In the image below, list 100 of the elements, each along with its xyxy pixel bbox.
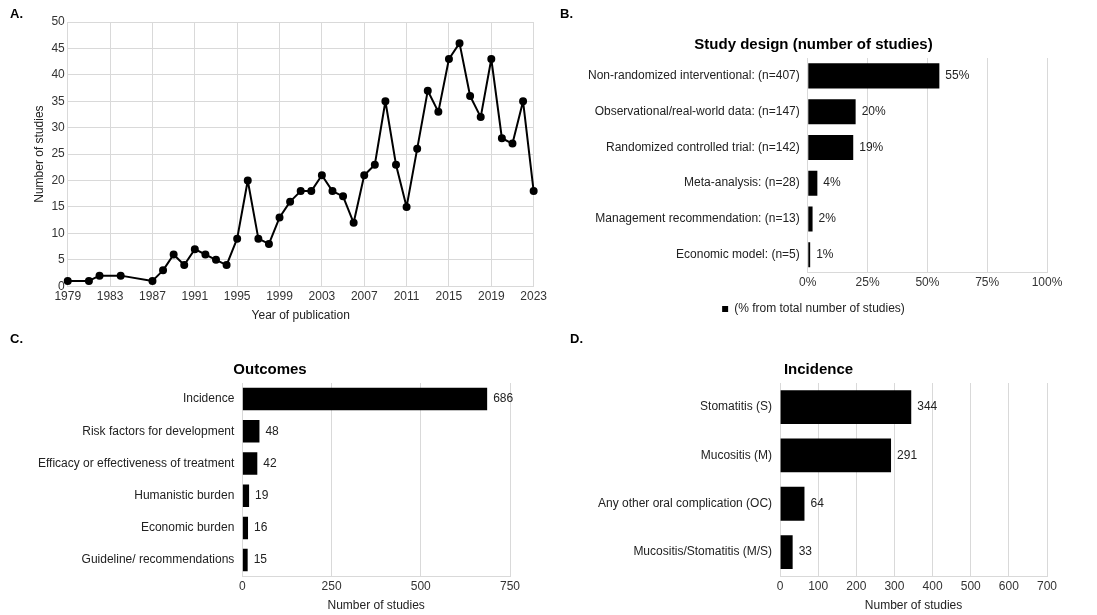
data-label: 344 bbox=[917, 399, 938, 414]
y-tick-label: Mucositis/Stomatitis (M/S) bbox=[633, 544, 773, 559]
x-tick-label: 75% bbox=[975, 275, 1000, 290]
point bbox=[381, 97, 390, 106]
y-tick-label: 45 bbox=[51, 40, 66, 55]
y-tick-label: 15 bbox=[51, 199, 66, 214]
x-tick-label: 600 bbox=[998, 578, 1020, 593]
point bbox=[84, 276, 93, 285]
y-tick-label: 40 bbox=[51, 67, 66, 82]
bar bbox=[780, 535, 793, 569]
y-tick-label: 25 bbox=[51, 146, 66, 161]
x-tick-label: 2011 bbox=[393, 288, 420, 303]
x-tick-label: 200 bbox=[846, 578, 867, 593]
point bbox=[264, 239, 273, 248]
bar bbox=[242, 516, 249, 540]
x-tick-label: 2023 bbox=[520, 288, 548, 303]
point bbox=[296, 187, 305, 196]
y-tick-label: 50 bbox=[51, 14, 66, 29]
x-tick-label: 25% bbox=[855, 275, 880, 290]
x-axis-title: Number of studies bbox=[864, 598, 963, 613]
data-label: 33 bbox=[798, 544, 813, 559]
point bbox=[254, 234, 263, 243]
data-label: 19% bbox=[859, 139, 884, 154]
y-tick-label: Economic burden bbox=[140, 520, 235, 535]
data-label: 1% bbox=[816, 247, 834, 262]
text: D. bbox=[570, 331, 583, 347]
point bbox=[508, 139, 517, 148]
point bbox=[180, 261, 189, 270]
y-tick-label: Economic model: (n=5) bbox=[676, 247, 800, 262]
point bbox=[392, 160, 400, 169]
point bbox=[317, 171, 326, 180]
y-axis-title: Number of studies bbox=[31, 105, 46, 203]
y-tick-label: Mucositis (M) bbox=[700, 447, 773, 462]
y-tick-label: Observational/real-world data: (n=147) bbox=[594, 103, 800, 118]
x-tick-label: 100 bbox=[808, 578, 829, 593]
legend-label: (% from total number of studies) bbox=[734, 301, 905, 316]
bar bbox=[808, 134, 854, 160]
y-tick-label: Randomized controlled trial: (n=142) bbox=[606, 139, 800, 154]
point bbox=[286, 197, 295, 206]
x-tick-label: 2015 bbox=[435, 288, 463, 303]
y-tick-label: 30 bbox=[51, 119, 66, 134]
point bbox=[455, 39, 464, 48]
x-tick-label: 1995 bbox=[223, 288, 251, 303]
text: B. bbox=[560, 6, 573, 22]
y-tick-label: Management recommendation: (n=13) bbox=[595, 211, 800, 226]
x-tick-label: 0% bbox=[799, 275, 817, 290]
point bbox=[201, 250, 210, 259]
x-tick-label: 2007 bbox=[350, 288, 378, 303]
bar bbox=[242, 548, 248, 572]
x-tick-label: 50% bbox=[915, 275, 940, 290]
data-label: 16 bbox=[254, 520, 268, 535]
point bbox=[243, 176, 252, 185]
x-tick-label: 2003 bbox=[308, 288, 336, 303]
bar bbox=[242, 420, 260, 443]
point bbox=[328, 187, 337, 196]
point bbox=[519, 97, 528, 106]
bar bbox=[242, 387, 488, 411]
data-label: 55% bbox=[945, 68, 970, 83]
text: C. bbox=[10, 331, 23, 347]
x-tick-label: 400 bbox=[922, 578, 943, 593]
x-tick-label: 0 bbox=[776, 578, 784, 593]
point bbox=[413, 144, 422, 153]
point bbox=[476, 113, 485, 122]
point bbox=[529, 187, 538, 196]
point bbox=[339, 192, 348, 201]
y-tick-label: Any other oral complication (OC) bbox=[597, 496, 773, 511]
bar bbox=[242, 452, 258, 475]
x-axis-title: Number of studies bbox=[327, 598, 425, 613]
bar bbox=[780, 390, 912, 425]
point bbox=[116, 271, 125, 280]
point bbox=[349, 218, 358, 227]
point bbox=[190, 245, 199, 254]
point bbox=[169, 250, 178, 259]
y-tick-label: Non-randomized interventional: (n=407) bbox=[587, 68, 800, 83]
y-tick-label: Risk factors for development bbox=[82, 423, 235, 438]
x-tick-label: 1999 bbox=[266, 288, 294, 303]
y-tick-label: Guideline/ recommendations bbox=[81, 552, 235, 567]
bar bbox=[780, 486, 805, 521]
data-label: 42 bbox=[263, 455, 277, 470]
x-tick-label: 1983 bbox=[96, 288, 124, 303]
chart-title: Incidence bbox=[783, 360, 854, 378]
y-tick-label: 20 bbox=[51, 172, 66, 187]
point bbox=[360, 171, 369, 180]
bar bbox=[780, 438, 892, 473]
point bbox=[159, 266, 168, 275]
x-tick-label: 300 bbox=[884, 578, 905, 593]
bar bbox=[808, 206, 813, 232]
point bbox=[402, 202, 411, 211]
x-tick-label: 2019 bbox=[477, 288, 505, 303]
point bbox=[434, 107, 443, 116]
bar bbox=[242, 484, 250, 507]
point bbox=[275, 213, 284, 222]
chart-title: Study design (number of studies) bbox=[694, 35, 933, 53]
y-tick-label: 5 bbox=[58, 252, 66, 267]
data-label: 20% bbox=[861, 103, 886, 118]
point bbox=[63, 276, 72, 285]
x-tick-label: 250 bbox=[321, 578, 342, 593]
data-label: 2% bbox=[818, 211, 837, 226]
point bbox=[222, 261, 231, 270]
data-label: 48 bbox=[265, 423, 280, 438]
